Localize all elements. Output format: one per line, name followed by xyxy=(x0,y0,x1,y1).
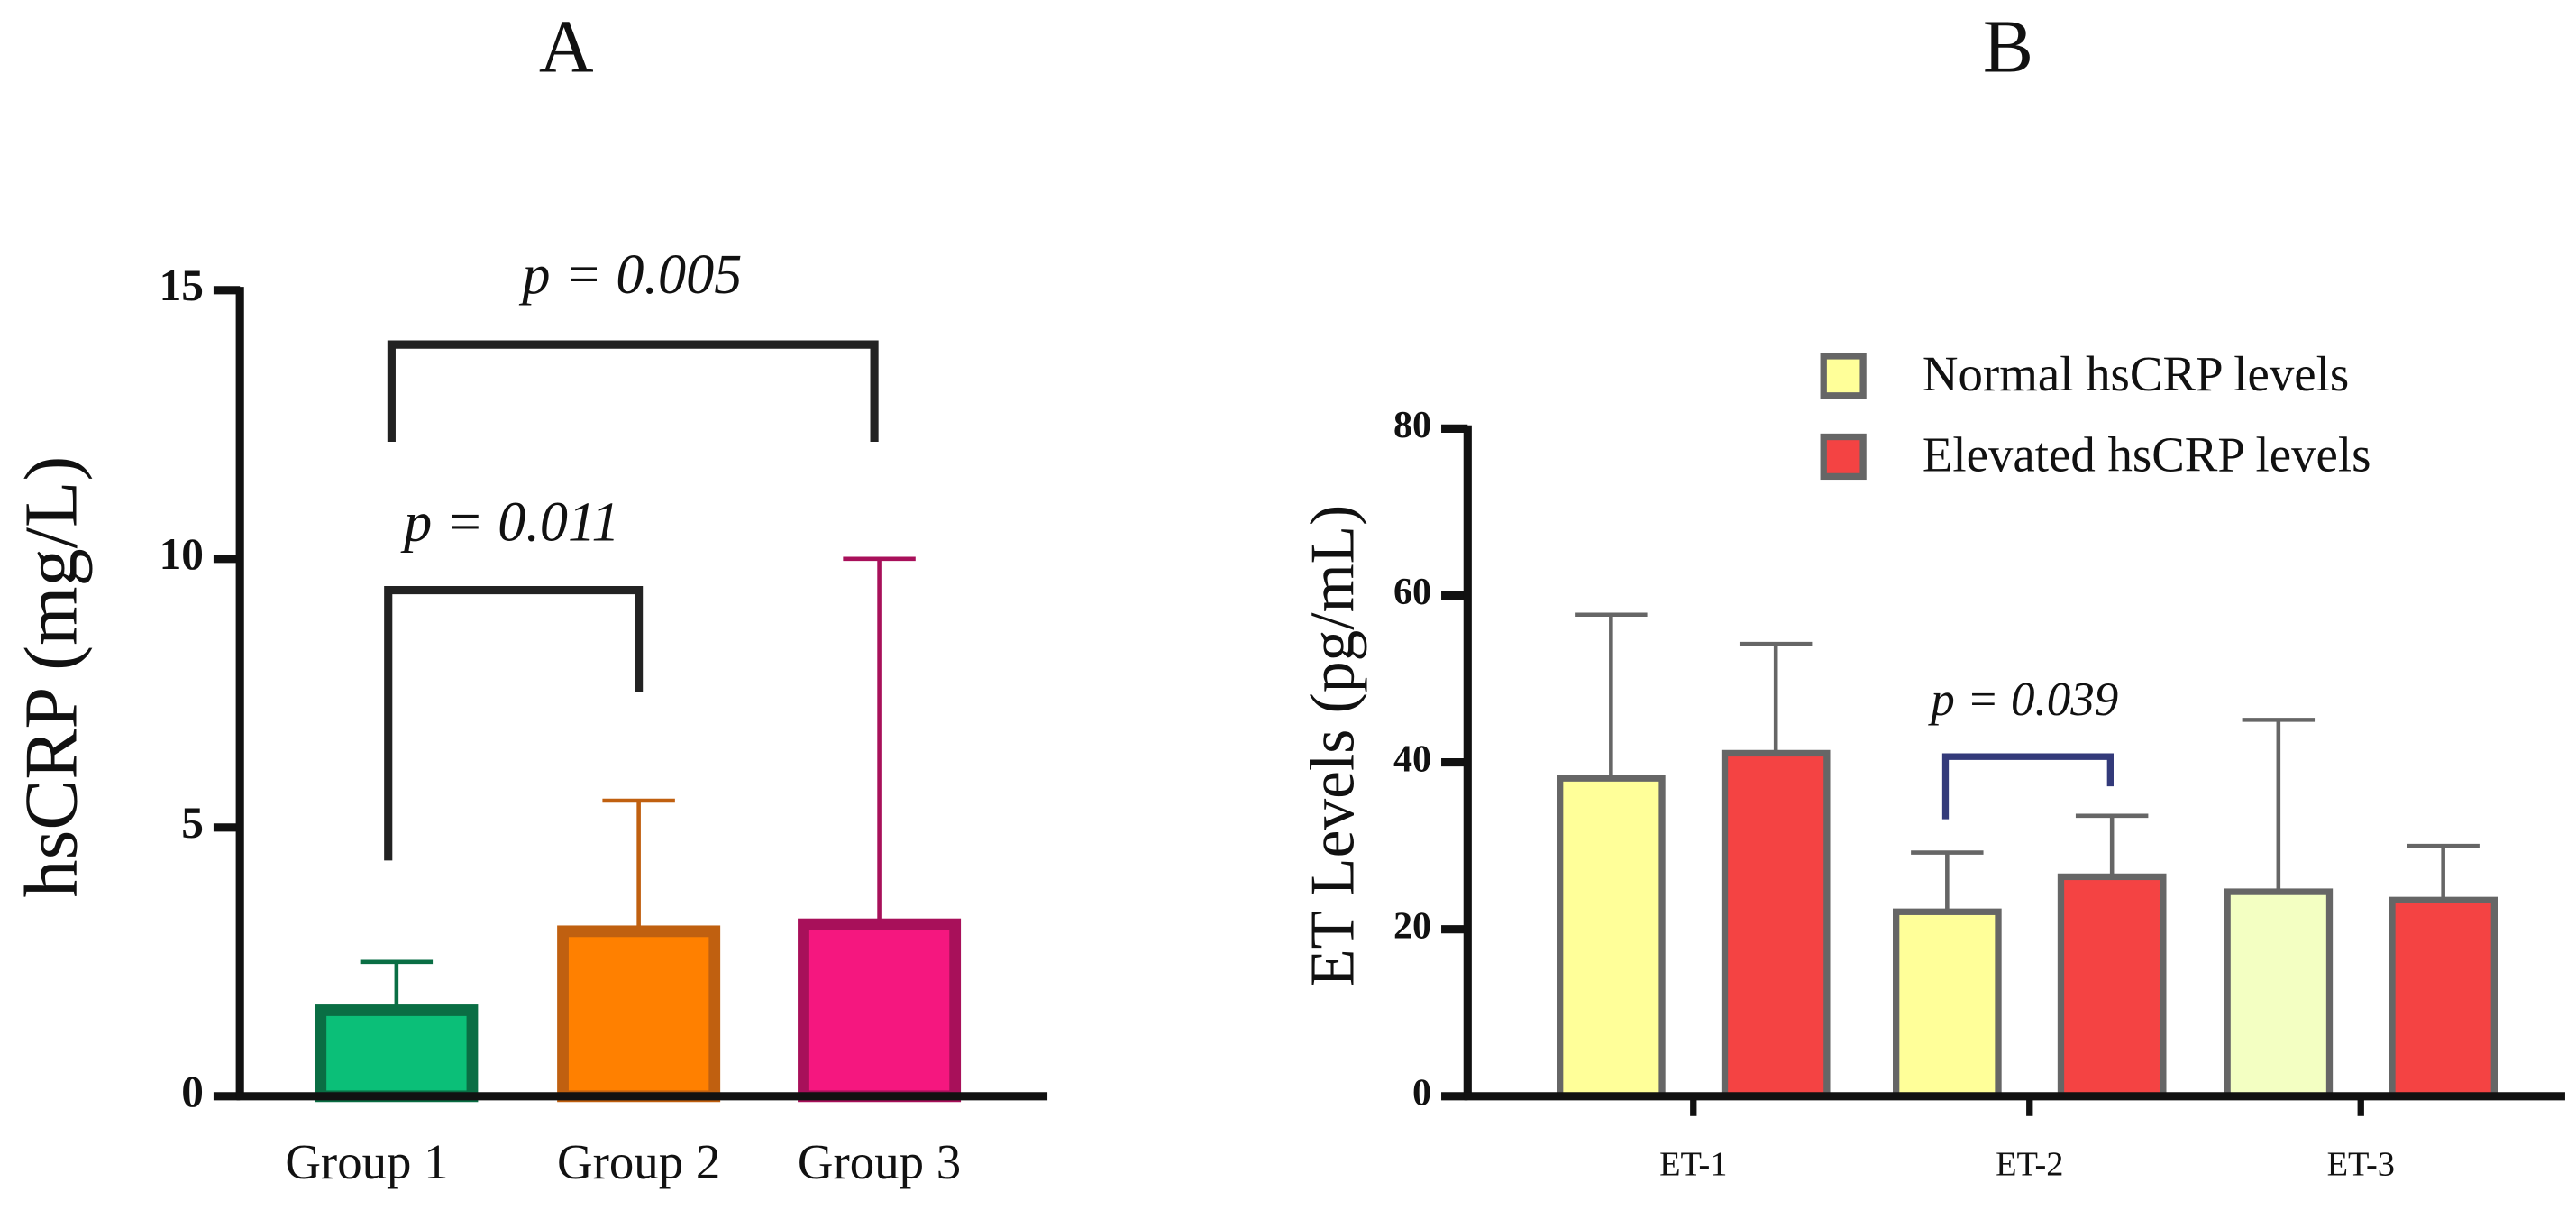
bar xyxy=(1721,749,1831,1100)
chart-title: A xyxy=(539,5,594,89)
y-axis-label: ET Levels (pg/mL) xyxy=(1299,505,1368,987)
y-tick-label: 80 xyxy=(1393,405,1431,446)
y-tick-label: 40 xyxy=(1393,738,1431,780)
bar xyxy=(557,925,721,1103)
x-tick-label: Group 2 xyxy=(557,1134,720,1189)
x-tick-label: ET-2 xyxy=(1996,1145,2063,1183)
y-tick-label: 60 xyxy=(1393,572,1431,613)
x-tick-label: ET-1 xyxy=(1659,1145,1727,1183)
annotation: p = 0.005 xyxy=(518,244,742,306)
legend-swatch xyxy=(1820,433,1867,481)
bar xyxy=(2224,888,2334,1100)
y-tick-label: 0 xyxy=(1412,1073,1431,1114)
x-tick-label: ET-3 xyxy=(2327,1145,2395,1183)
annotation: p = 0.039 xyxy=(1927,674,2118,726)
significance-bracket xyxy=(1941,753,2114,820)
legend-label: Normal hsCRP levels xyxy=(1923,346,2349,401)
y-axis-label: hsCRP (mg/L) xyxy=(9,456,93,898)
x-tick-label: Group 1 xyxy=(285,1134,448,1189)
bar xyxy=(1893,908,2002,1100)
y-tick-label: 0 xyxy=(181,1067,204,1116)
bar xyxy=(798,918,962,1103)
annotation: p = 0.011 xyxy=(400,491,619,553)
legend-swatch xyxy=(1820,353,1867,399)
significance-bracket xyxy=(384,585,644,861)
bar xyxy=(1557,775,1666,1100)
y-tick-label: 10 xyxy=(160,529,204,579)
bar xyxy=(315,1004,479,1103)
chart-title: B xyxy=(1983,5,2033,89)
y-tick-label: 15 xyxy=(160,261,204,310)
significance-bracket xyxy=(387,340,879,442)
bar xyxy=(2057,873,2167,1100)
y-tick-label: 5 xyxy=(181,798,204,848)
y-tick-label: 20 xyxy=(1393,905,1431,947)
legend-label: Elevated hsCRP levels xyxy=(1923,427,2371,482)
x-tick-label: Group 3 xyxy=(798,1134,961,1189)
bar xyxy=(2389,896,2498,1100)
